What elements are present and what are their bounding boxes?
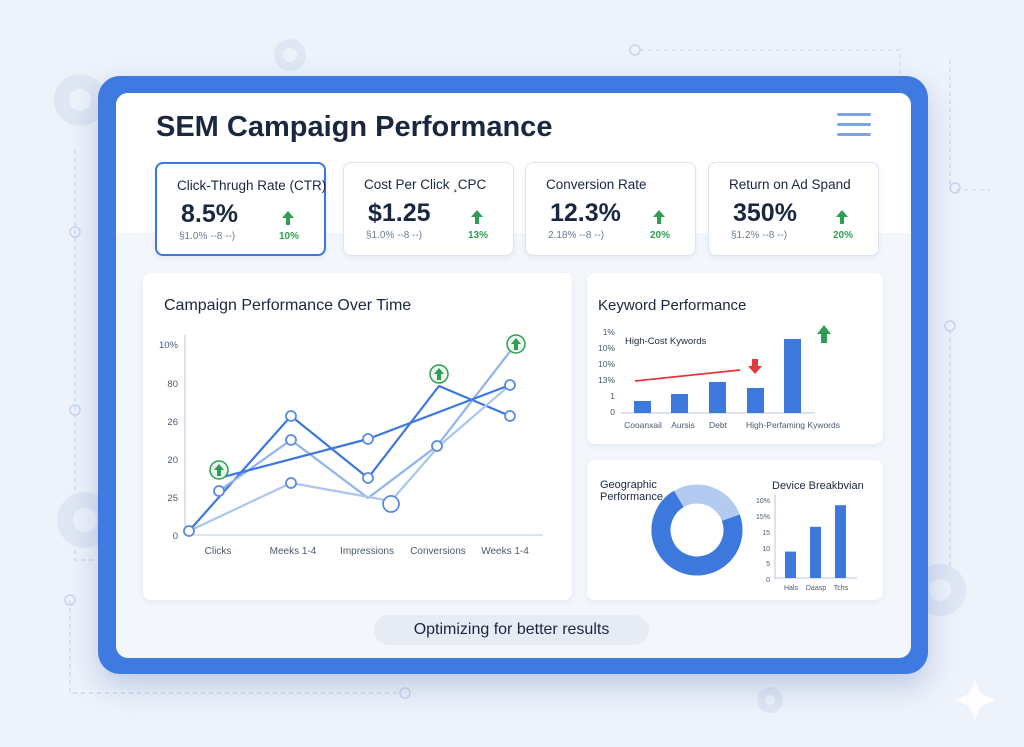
data-point xyxy=(183,525,195,537)
kpi-card-ctr[interactable]: Click-Thrugh Rate (CTR) 8.5% §1.0% --8 -… xyxy=(155,162,326,256)
bar xyxy=(709,382,726,413)
panel-title: Keyword Performance xyxy=(598,297,747,314)
x-label: Tchs xyxy=(834,585,849,592)
series-line xyxy=(188,384,511,532)
growth-marker-icon xyxy=(506,334,526,354)
keyword-performance-panel: Keyword Performance High-Cost Kywords 1%… xyxy=(587,273,883,444)
data-point xyxy=(504,379,516,391)
y-tick: 0 xyxy=(766,577,770,584)
kpi-value: 12.3% xyxy=(550,199,621,227)
bar xyxy=(747,388,764,413)
bar xyxy=(835,505,846,578)
device-title: Device Breakbvian xyxy=(772,480,864,492)
growth-marker-icon xyxy=(429,364,449,384)
y-tick: 10% xyxy=(598,343,615,353)
arrow-up-icon xyxy=(817,325,831,343)
y-tick: 10% xyxy=(756,498,770,505)
y-tick: 15% xyxy=(756,514,770,521)
y-tick: 10% xyxy=(159,340,179,351)
arrow-up-icon xyxy=(471,210,483,224)
kpi-change: 13% xyxy=(467,230,488,241)
growth-marker-icon xyxy=(209,460,229,480)
data-point xyxy=(382,495,400,513)
arrow-down-icon xyxy=(748,359,762,374)
geo-donut-chart xyxy=(651,484,743,576)
y-tick: 0 xyxy=(610,407,615,417)
arrow-up-icon xyxy=(836,210,848,224)
data-point xyxy=(362,433,374,445)
x-label: Impressions xyxy=(340,546,394,557)
x-label: High-Perfaming Kywords xyxy=(746,420,840,430)
performance-line-chart: 10% 80 26 20 25 0 Clicks Meeks 1-4 Impre… xyxy=(159,334,543,557)
kpi-label: Return on Ad Spand xyxy=(729,177,851,192)
y-tick: 10 xyxy=(762,546,770,553)
data-point xyxy=(285,410,297,422)
kpi-change: 20% xyxy=(649,230,670,241)
data-point xyxy=(285,434,297,446)
geo-device-panel: Geographic Performance Device Breakbvian… xyxy=(587,460,883,600)
kpi-label: Conversion Rate xyxy=(546,177,647,192)
kpi-subtext: §1.0% --8 --) xyxy=(179,231,236,242)
bar xyxy=(810,526,821,578)
y-tick: 1 xyxy=(610,391,615,401)
series-line xyxy=(218,344,516,500)
kpi-card-cpc[interactable]: Cost Per Click ¸CPC $1.25 §1.0% --8 --) … xyxy=(343,162,514,256)
y-tick: 5 xyxy=(766,561,770,568)
device-bar-chart: 10% 15% 15 10 5 0 Hals Daasp Tchs xyxy=(756,494,857,592)
performance-over-time-panel: Campaign Performance Over Time 10% 80 26… xyxy=(143,273,572,600)
geo-title: Geographic Performance xyxy=(600,479,663,503)
y-tick: 0 xyxy=(173,531,178,542)
bar xyxy=(785,551,796,578)
kpi-value: 350% xyxy=(733,199,797,227)
kpi-value: 8.5% xyxy=(181,200,238,228)
x-label: Weeks 1-4 xyxy=(481,546,529,557)
y-tick: 80 xyxy=(167,379,178,390)
y-tick: 26 xyxy=(167,417,178,428)
x-label: Meeks 1-4 xyxy=(270,546,317,557)
kpi-label: Cost Per Click ¸CPC xyxy=(364,177,487,192)
bar xyxy=(634,401,651,413)
y-tick: 15 xyxy=(762,530,770,537)
kpi-label: Click-Thrugh Rate (CTR) xyxy=(177,178,327,193)
dashboard-screen: SEM Campaign Performance Click-Thrugh Ra… xyxy=(116,93,911,658)
data-point xyxy=(504,410,516,422)
x-label: Cooanxail xyxy=(624,420,662,430)
status-message: Optimizing for better results xyxy=(374,615,649,645)
panel-title: Campaign Performance Over Time xyxy=(164,297,412,314)
x-label: Daasp xyxy=(806,585,826,592)
data-point xyxy=(285,477,297,489)
data-point xyxy=(213,485,225,497)
data-point xyxy=(431,440,443,452)
kpi-subtext: §1.2% --8 --) xyxy=(731,230,788,241)
keyword-bar-chart: High-Cost Kywords 1% 10% 10% 13% 1 0 Coo… xyxy=(598,325,840,430)
kpi-value: $1.25 xyxy=(368,199,431,227)
kpi-change: 10% xyxy=(278,231,299,242)
arrow-up-icon xyxy=(282,211,294,225)
data-point xyxy=(362,472,374,484)
x-label: Hals xyxy=(784,585,799,592)
kpi-card-conversion-rate[interactable]: Conversion Rate 12.3% 2.18% --8 --) 20% xyxy=(525,162,696,256)
kpi-card-roas[interactable]: Return on Ad Spand 350% §1.2% --8 --) 20… xyxy=(708,162,879,256)
series-line xyxy=(218,383,511,480)
bar xyxy=(671,394,688,413)
trend-line xyxy=(634,369,741,382)
kpi-subtext: §1.0% --8 --) xyxy=(366,230,423,241)
hamburger-menu-icon[interactable] xyxy=(837,113,871,139)
x-label: Clicks xyxy=(205,546,232,557)
x-label: Debt xyxy=(709,420,728,430)
page-title: SEM Campaign Performance xyxy=(156,111,553,143)
y-tick: 25 xyxy=(167,493,178,504)
kpi-change: 20% xyxy=(832,230,853,241)
kpi-subtext: 2.18% --8 --) xyxy=(548,230,605,241)
x-label: Aursis xyxy=(671,420,695,430)
x-label: Conversions xyxy=(410,546,466,557)
y-tick: 10% xyxy=(598,359,615,369)
y-tick: 1% xyxy=(603,327,616,337)
y-tick: 13% xyxy=(598,375,615,385)
arrow-up-icon xyxy=(653,210,665,224)
chart-annotation: High-Cost Kywords xyxy=(625,336,707,347)
bar xyxy=(784,339,801,413)
y-tick: 20 xyxy=(167,455,178,466)
